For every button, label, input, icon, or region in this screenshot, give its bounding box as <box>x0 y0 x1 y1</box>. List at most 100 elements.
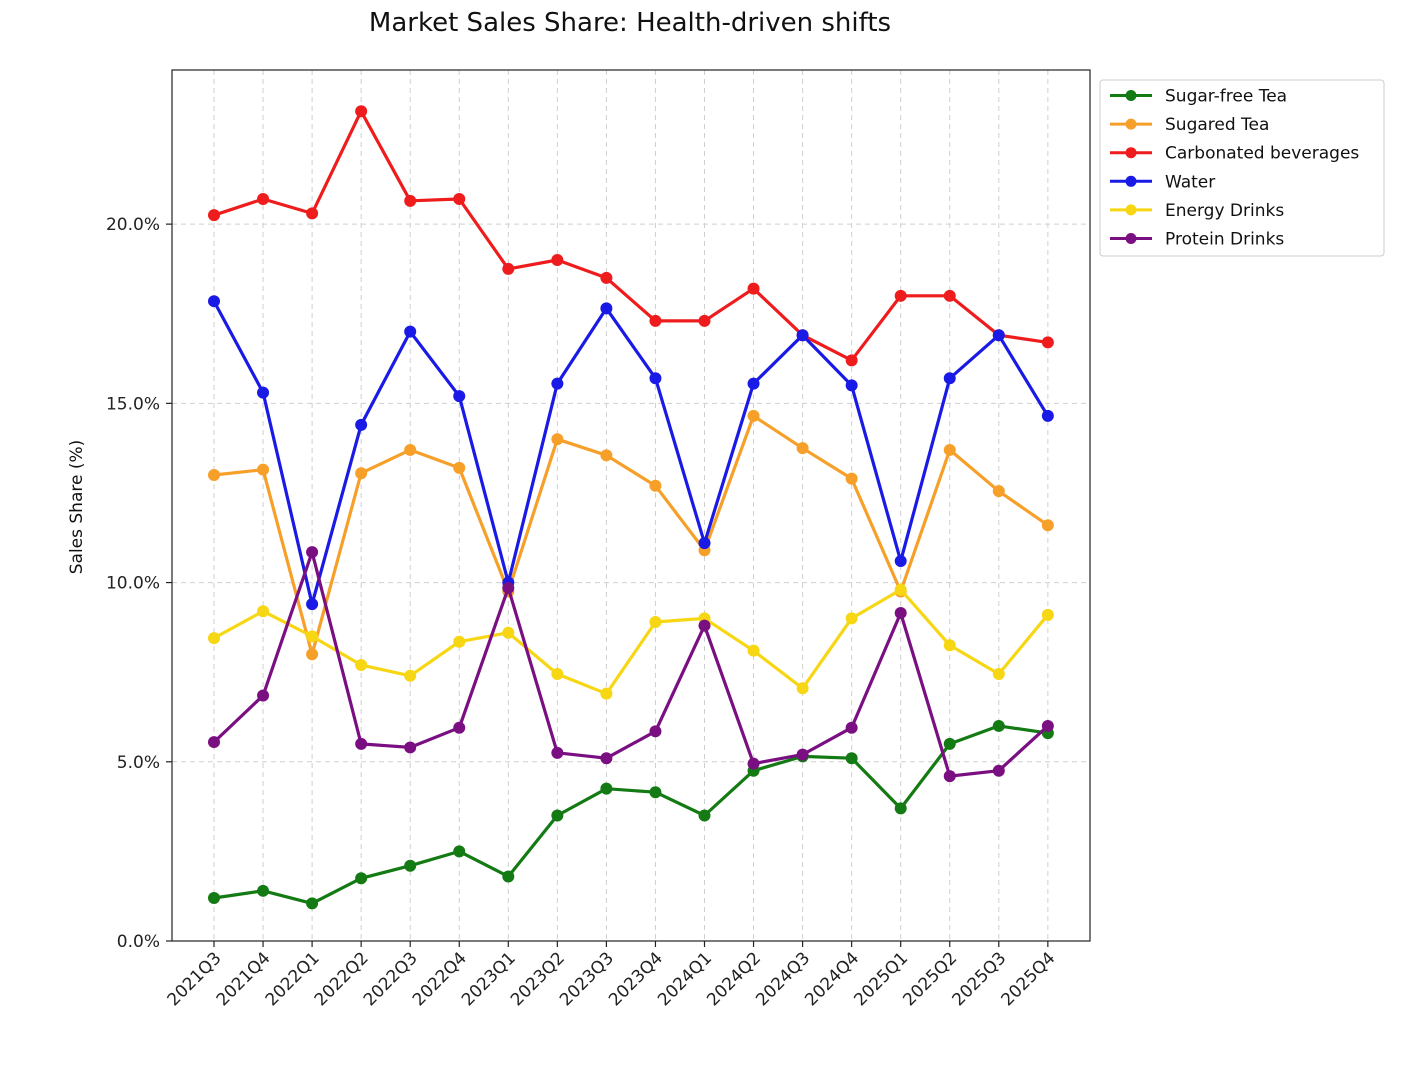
data-point <box>992 667 1005 680</box>
data-point <box>649 479 662 492</box>
data-point <box>355 737 368 750</box>
data-point <box>306 648 319 661</box>
data-point <box>649 372 662 385</box>
y-axis-label: Sales Share (%) <box>67 440 87 575</box>
data-point <box>649 786 662 799</box>
data-point <box>992 719 1005 732</box>
legend-marker <box>1125 204 1137 216</box>
data-point <box>600 449 613 462</box>
series-line <box>212 724 1050 906</box>
data-point <box>1041 608 1054 621</box>
data-point <box>698 537 711 550</box>
data-point <box>306 207 319 220</box>
series-line <box>212 550 1050 778</box>
data-point <box>894 607 907 620</box>
legend-marker <box>1125 118 1137 130</box>
data-point <box>943 443 956 456</box>
data-point <box>1041 409 1054 422</box>
legend-label: Sugar-free Tea <box>1165 87 1287 107</box>
data-point <box>992 329 1005 342</box>
data-point <box>404 325 417 338</box>
data-point <box>992 764 1005 777</box>
data-point <box>355 872 368 885</box>
data-point <box>747 377 760 390</box>
legend-marker <box>1125 233 1137 244</box>
data-point <box>257 689 270 702</box>
legend-marker <box>1125 175 1137 187</box>
legend-entry: Carbonated beverages <box>1110 144 1359 164</box>
data-point <box>894 555 907 568</box>
y-tick-label: 15.0% <box>106 394 160 414</box>
data-point <box>306 546 319 559</box>
data-point <box>600 782 613 795</box>
legend-entry: Protein Drinks <box>1110 230 1284 250</box>
data-point <box>502 626 515 639</box>
data-point <box>649 314 662 327</box>
data-point <box>649 615 662 628</box>
series-sugared-tea <box>208 409 1054 661</box>
data-point <box>404 859 417 872</box>
data-point <box>698 619 711 632</box>
legend-label: Protein Drinks <box>1165 230 1284 250</box>
data-point <box>453 193 466 206</box>
data-point <box>453 390 466 403</box>
y-axis: 0.0% 5.0% 10.0% 15.0% 20.0% <box>106 215 172 952</box>
data-point <box>1041 519 1054 532</box>
series-line <box>212 414 1050 656</box>
data-point <box>257 605 270 618</box>
series-carbonated-beverages <box>208 105 1054 367</box>
data-point <box>943 289 956 302</box>
data-point <box>257 386 270 399</box>
data-point <box>845 752 858 765</box>
data-point <box>992 485 1005 498</box>
data-point <box>845 721 858 734</box>
legend-box <box>1099 79 1385 257</box>
legend-label: Water <box>1165 172 1215 192</box>
chart-title: Market Sales Share: Health-driven shifts <box>369 8 891 38</box>
legend-entry: Water <box>1110 172 1215 192</box>
data-point <box>845 354 858 367</box>
y-tick-label: 20.0% <box>106 215 160 235</box>
data-point <box>551 253 564 266</box>
series-water <box>208 295 1054 611</box>
data-point <box>355 418 368 431</box>
data-point <box>453 721 466 734</box>
data-point <box>404 669 417 682</box>
data-point <box>747 757 760 770</box>
data-point <box>894 289 907 302</box>
x-tick-label: 2025Q4 <box>998 948 1060 1010</box>
grid <box>172 70 1090 942</box>
data-point <box>551 433 564 446</box>
data-point <box>551 746 564 759</box>
data-point <box>208 632 220 645</box>
legend-entry: Sugared Tea <box>1110 115 1269 135</box>
data-point <box>453 845 466 858</box>
data-point <box>355 467 368 480</box>
data-point <box>306 598 319 611</box>
data-point <box>698 809 711 822</box>
data-point <box>796 442 809 455</box>
data-point <box>502 581 515 594</box>
data-point <box>1041 336 1054 349</box>
data-point <box>796 682 809 695</box>
legend: Sugar-free Tea Sugared Tea Carbonated beve… <box>1099 79 1385 257</box>
series-line <box>212 109 1050 362</box>
series-layer <box>208 105 1054 910</box>
series-line <box>212 299 1050 606</box>
legend-entry: Energy Drinks <box>1110 201 1284 221</box>
y-tick-label: 0.0% <box>117 932 160 952</box>
data-point <box>943 737 956 750</box>
data-point <box>943 639 956 652</box>
data-point <box>649 725 662 738</box>
data-point <box>943 770 956 783</box>
data-point <box>208 891 220 904</box>
data-point <box>600 687 613 700</box>
x-axis: 2021Q32021Q42022Q12022Q22022Q32022Q42023… <box>164 941 1060 1010</box>
data-point <box>747 282 760 295</box>
data-point <box>551 667 564 680</box>
data-point <box>600 752 613 765</box>
data-point <box>355 659 368 672</box>
plot-area-frame <box>171 69 1091 942</box>
data-point <box>404 741 417 754</box>
series-line <box>212 588 1050 696</box>
